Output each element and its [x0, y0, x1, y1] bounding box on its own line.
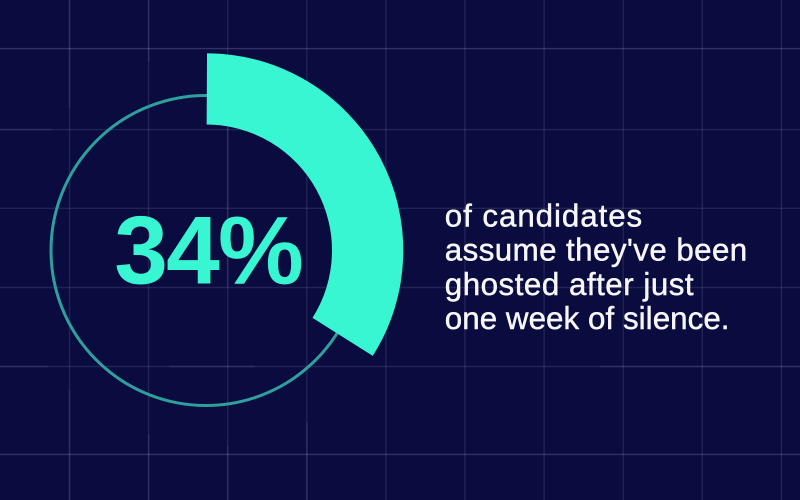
svg-text:assume they've been: assume they've been [445, 233, 747, 268]
svg-text:ghosted after just: ghosted after just [445, 267, 694, 302]
svg-text:one week of silence.: one week of silence. [445, 301, 730, 336]
svg-text:34%: 34% [114, 198, 303, 305]
svg-text:of candidates: of candidates [445, 198, 642, 233]
